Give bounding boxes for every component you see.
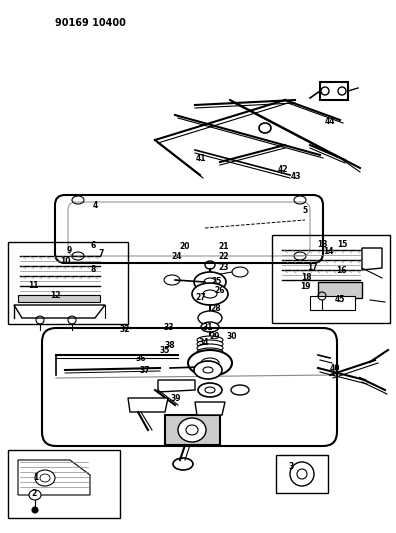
Bar [320, 82, 348, 100]
Text: 22: 22 [219, 253, 229, 261]
Text: 13: 13 [318, 240, 328, 248]
Ellipse shape [188, 350, 232, 376]
Text: 27: 27 [196, 293, 206, 302]
Ellipse shape [197, 352, 223, 360]
Text: 44: 44 [324, 117, 335, 126]
Ellipse shape [194, 272, 226, 292]
Text: 14: 14 [324, 247, 334, 256]
Polygon shape [18, 460, 90, 495]
Text: 6: 6 [90, 241, 96, 249]
Text: 8: 8 [90, 265, 96, 273]
Text: 5: 5 [303, 206, 307, 215]
Bar [318, 282, 362, 298]
Text: 35: 35 [159, 346, 169, 355]
Text: 36: 36 [135, 354, 146, 362]
Ellipse shape [198, 311, 222, 325]
Text: 20: 20 [179, 242, 189, 251]
Ellipse shape [32, 507, 38, 513]
Polygon shape [158, 380, 195, 392]
Text: 37: 37 [139, 366, 150, 375]
Text: 41: 41 [196, 155, 206, 163]
Text: 24: 24 [171, 253, 181, 261]
Text: 17: 17 [308, 263, 318, 272]
Text: 29: 29 [209, 333, 220, 341]
Text: 19: 19 [300, 282, 310, 291]
Text: 15: 15 [337, 240, 348, 248]
Text: 23: 23 [219, 263, 229, 272]
Text: 11: 11 [29, 281, 39, 289]
Text: 1: 1 [33, 473, 38, 481]
Text: 3: 3 [288, 462, 294, 471]
Text: 25: 25 [212, 277, 222, 286]
Ellipse shape [231, 385, 249, 395]
Ellipse shape [197, 344, 223, 352]
Text: 10: 10 [60, 257, 70, 265]
Text: 7: 7 [98, 249, 104, 257]
Text: 26: 26 [215, 286, 225, 295]
Text: 42: 42 [278, 165, 288, 174]
Ellipse shape [178, 418, 206, 442]
Ellipse shape [194, 361, 222, 379]
Polygon shape [362, 248, 382, 270]
Text: 45: 45 [335, 295, 345, 304]
Text: 40: 40 [329, 365, 340, 373]
Text: 43: 43 [291, 173, 301, 181]
Text: 34: 34 [199, 338, 209, 346]
Polygon shape [310, 296, 355, 310]
Ellipse shape [197, 348, 223, 356]
Ellipse shape [29, 490, 41, 500]
Text: 28: 28 [211, 304, 221, 312]
Bar [165, 415, 220, 445]
Text: 9: 9 [67, 246, 72, 255]
Bar [8, 450, 120, 518]
Ellipse shape [198, 383, 222, 397]
Polygon shape [195, 402, 225, 415]
Text: 21: 21 [219, 242, 229, 251]
Bar [272, 235, 390, 323]
Polygon shape [14, 305, 105, 318]
Text: 12: 12 [50, 292, 61, 300]
Ellipse shape [35, 470, 55, 486]
Text: 16: 16 [336, 266, 346, 275]
Text: 18: 18 [302, 273, 312, 281]
Bar [276, 455, 328, 493]
Bar [8, 242, 128, 324]
Polygon shape [128, 398, 168, 412]
Text: 90169 10400: 90169 10400 [55, 18, 126, 28]
Polygon shape [18, 295, 100, 302]
Text: 38: 38 [164, 341, 175, 350]
Ellipse shape [197, 336, 223, 344]
Text: 4: 4 [92, 201, 98, 209]
Ellipse shape [192, 283, 228, 305]
Text: 31: 31 [203, 324, 213, 332]
Text: 32: 32 [120, 325, 130, 334]
Text: 2: 2 [31, 489, 36, 497]
Text: 30: 30 [227, 333, 237, 341]
Text: 33: 33 [163, 324, 173, 332]
Ellipse shape [259, 123, 271, 133]
Ellipse shape [197, 340, 223, 348]
Text: 39: 39 [171, 394, 181, 403]
Ellipse shape [201, 322, 219, 332]
